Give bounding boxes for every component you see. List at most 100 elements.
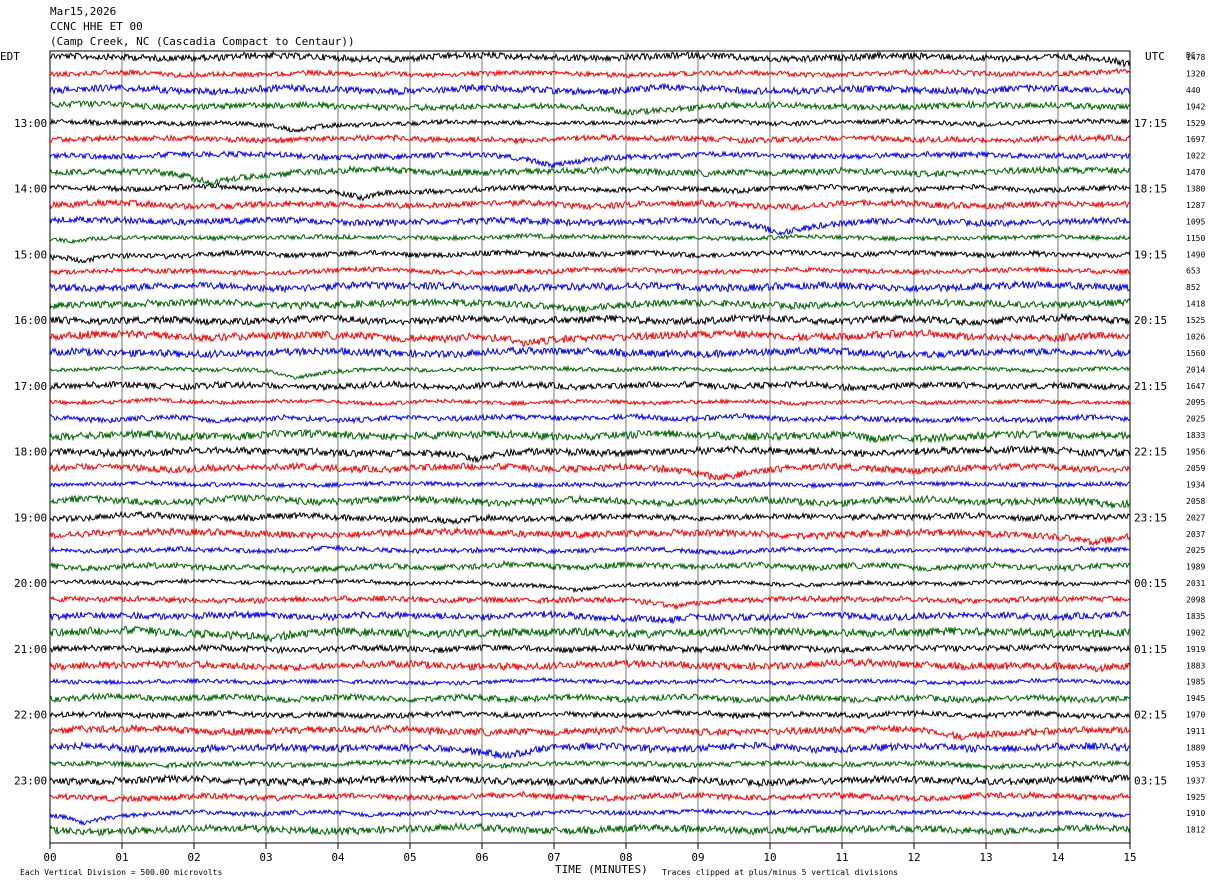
seismic-trace <box>49 559 1131 574</box>
seismic-trace <box>49 428 1131 444</box>
seismic-trace <box>49 329 1131 347</box>
dc-offset-value: 1525 <box>1186 316 1205 325</box>
dc-offset-value: 2031 <box>1186 579 1205 588</box>
seismic-trace <box>49 265 1131 277</box>
x-tick-label: 13 <box>979 851 992 864</box>
dc-offset-value: 1470 <box>1186 168 1205 177</box>
dc-offset-value: 1942 <box>1186 102 1205 111</box>
x-tick-label: 12 <box>907 851 920 864</box>
seismic-trace <box>49 625 1131 643</box>
seismic-trace <box>49 412 1131 425</box>
x-tick-label: 02 <box>187 851 200 864</box>
plot-frame <box>49 50 1131 844</box>
x-tick-label: 00 <box>43 851 56 864</box>
dc-offset-value: 1095 <box>1186 217 1205 226</box>
seismic-trace <box>49 510 1131 526</box>
x-tick-label: 09 <box>691 851 704 864</box>
seismic-trace <box>49 117 1131 133</box>
seismic-trace <box>49 708 1131 721</box>
dc-offset-value: 653 <box>1186 267 1201 276</box>
seismic-trace <box>49 494 1131 509</box>
edt-hour-label: 13:00 <box>14 117 47 130</box>
dc-offset-value: 1953 <box>1186 760 1205 769</box>
dc-offset-value: 1812 <box>1186 826 1205 835</box>
seismic-trace <box>49 609 1131 625</box>
utc-hour-label: 23:15 <box>1134 511 1167 524</box>
dc-offset-value: 1902 <box>1186 628 1205 637</box>
utc-hour-label: 18:15 <box>1134 183 1167 196</box>
dc-offset-value: 440 <box>1186 86 1201 95</box>
edt-hour-label: 17:00 <box>14 380 47 393</box>
seismic-trace <box>49 821 1131 837</box>
seismic-trace <box>49 396 1131 407</box>
utc-hour-label: 20:15 <box>1134 314 1167 327</box>
seismic-trace <box>49 790 1131 803</box>
dc-offset-value: 1956 <box>1186 448 1205 457</box>
edt-hour-label: 18:00 <box>14 446 47 459</box>
dc-offset-value: 1026 <box>1186 332 1205 341</box>
dc-offset-value: 1934 <box>1186 480 1205 489</box>
seismic-trace <box>49 379 1131 392</box>
dc-offset-value: 1911 <box>1186 727 1205 736</box>
x-tick-label: 10 <box>763 851 776 864</box>
dc-offset-value: 1697 <box>1186 135 1205 144</box>
edt-hour-label: 20:00 <box>14 577 47 590</box>
footer-scale-note: Each Vertical Division = 500.00 microvol… <box>20 868 222 877</box>
seismic-trace <box>49 643 1131 655</box>
utc-hour-label: 03:15 <box>1134 774 1167 787</box>
dc-offset-value: 2027 <box>1186 513 1205 522</box>
x-tick-label: 06 <box>475 851 488 864</box>
seismic-trace <box>49 461 1131 481</box>
utc-hour-label: 00:15 <box>1134 577 1167 590</box>
dc-offset-value: 1985 <box>1186 678 1205 687</box>
edt-hour-label: 16:00 <box>14 314 47 327</box>
seismic-trace <box>49 676 1131 687</box>
seismic-trace <box>49 297 1131 314</box>
seismic-trace <box>49 164 1131 189</box>
seismic-trace <box>49 807 1131 826</box>
dc-offset-value: 1945 <box>1186 694 1205 703</box>
dc-offset-value: 1529 <box>1186 119 1205 128</box>
dc-offset-value: 852 <box>1186 283 1201 292</box>
dc-offset-value: 2058 <box>1186 497 1205 506</box>
seismic-trace <box>49 577 1131 594</box>
seismic-trace <box>49 479 1131 490</box>
dc-offset-value: 1833 <box>1186 431 1205 440</box>
station-code: CCNC HHE ET 00 <box>50 20 143 33</box>
seismic-trace <box>49 345 1131 360</box>
dc-offset-value: 2095 <box>1186 398 1205 407</box>
seismic-trace <box>49 67 1131 79</box>
x-tick-label: 15 <box>1123 851 1136 864</box>
seismic-trace <box>49 312 1130 327</box>
x-tick-label: 11 <box>835 851 848 864</box>
seismic-trace <box>49 198 1131 212</box>
dc-offset-value: 1490 <box>1186 250 1205 259</box>
dc-offset-value: 1320 <box>1186 69 1205 78</box>
edt-hour-label: 21:00 <box>14 643 47 656</box>
seismic-trace <box>49 740 1131 760</box>
seismic-trace <box>49 723 1131 741</box>
seismic-trace <box>49 364 1131 380</box>
utc-hour-label: 21:15 <box>1134 380 1167 393</box>
seismic-trace <box>49 526 1131 547</box>
x-axis-title: TIME (MINUTES) <box>555 863 648 876</box>
dc-offset-value: 2059 <box>1186 464 1205 473</box>
dc-offset-value: 2098 <box>1186 596 1205 605</box>
dc-offset-value: 1937 <box>1186 776 1205 785</box>
seismic-trace <box>49 99 1131 117</box>
x-tick-label: 01 <box>115 851 128 864</box>
seismic-trace <box>49 773 1131 788</box>
dc-offset-value: 1478 <box>1186 53 1205 62</box>
dc-offset-value: 1919 <box>1186 645 1205 654</box>
x-tick-label: 14 <box>1051 851 1065 864</box>
dc-offset-value: 1022 <box>1186 152 1205 161</box>
seismic-trace <box>49 279 1131 294</box>
dc-label: DC <box>1186 51 1196 60</box>
utc-hour-label: 17:15 <box>1134 117 1167 130</box>
x-tick-label: 07 <box>547 851 560 864</box>
station-location: (Camp Creek, NC (Cascadia Compact to Cen… <box>50 35 355 48</box>
seismic-trace <box>49 758 1131 772</box>
edt-hour-label: 19:00 <box>14 511 47 524</box>
edt-hour-label: 15:00 <box>14 248 47 261</box>
